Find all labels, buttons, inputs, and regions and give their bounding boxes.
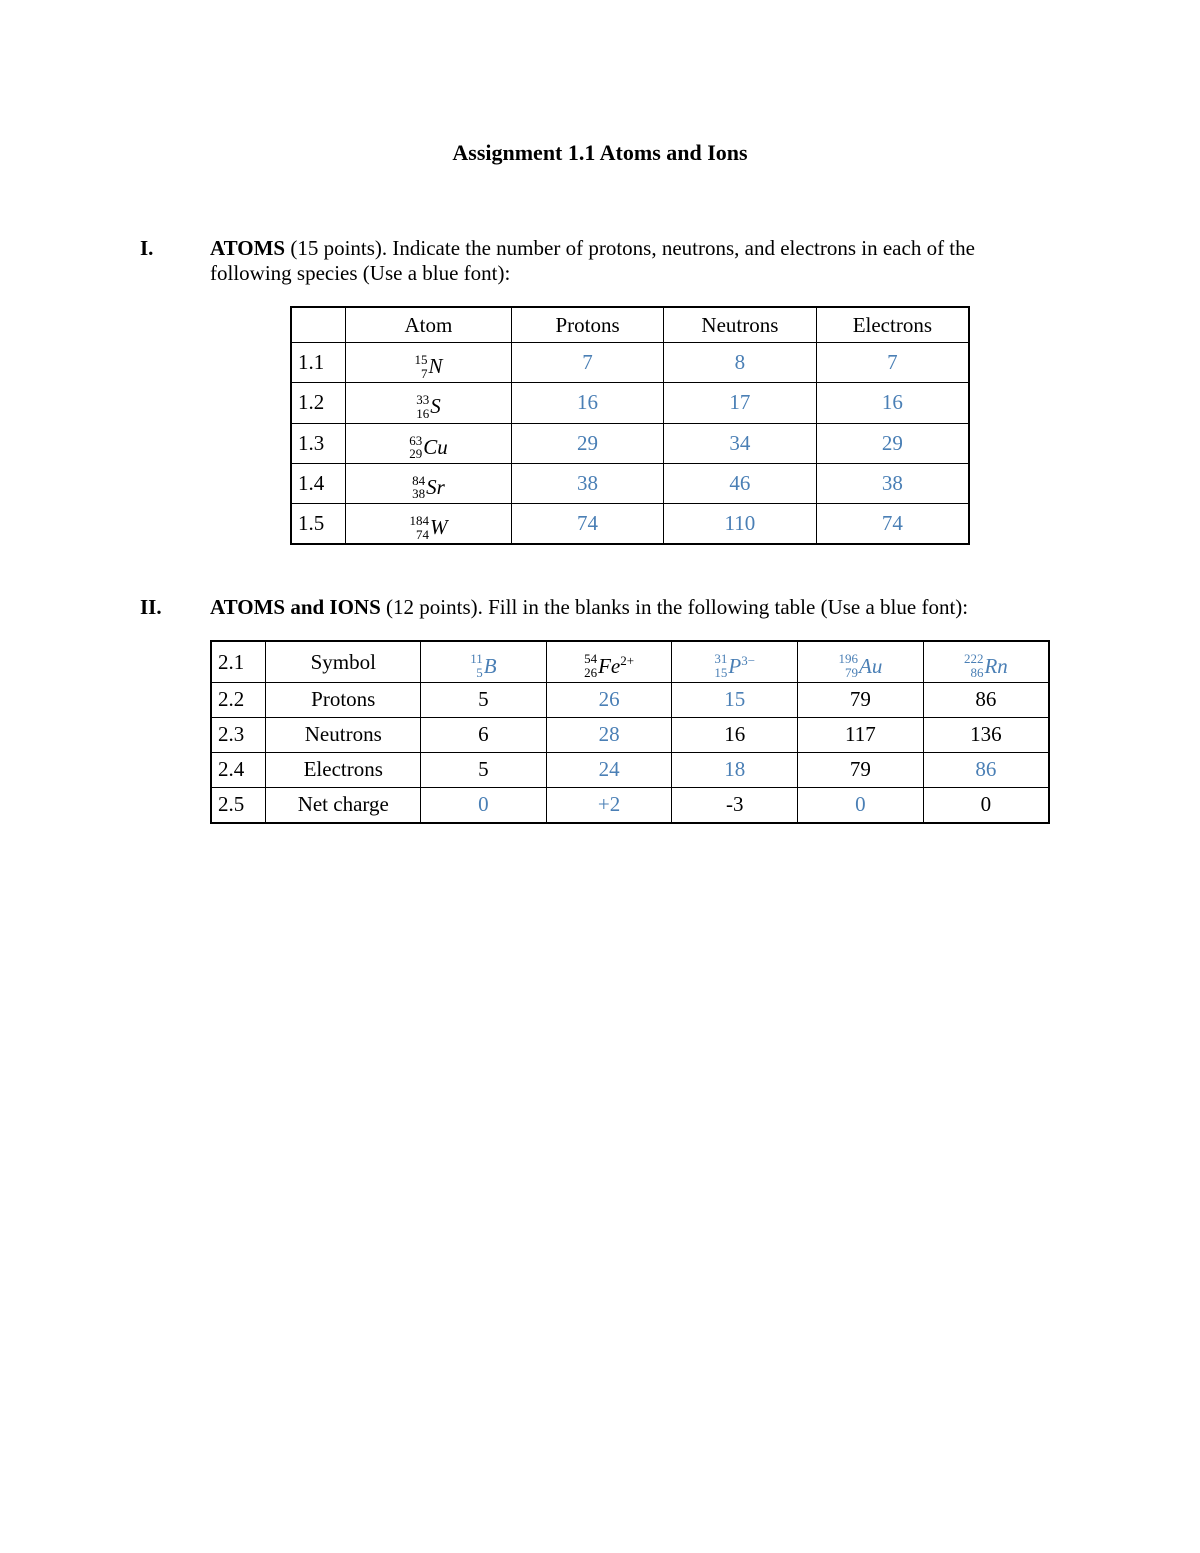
cell-value: 0: [923, 787, 1049, 823]
cell-value: -3: [672, 787, 798, 823]
cell-value: 136: [923, 717, 1049, 752]
cell-value: 24: [546, 752, 672, 787]
table-1: Atom Protons Neutrons Electrons 1.1 157 …: [290, 306, 970, 545]
isotope-symbol: 3316 S: [416, 393, 441, 420]
cell-value: 5: [421, 682, 547, 717]
row-label: Symbol: [266, 641, 421, 682]
table-row: 1.3 6329 Cu 29 34 29: [291, 423, 969, 463]
section-1-rest: (15 points). Indicate the number of prot…: [210, 236, 975, 285]
row-idx: 1.2: [291, 383, 345, 423]
cell-value: 86: [923, 682, 1049, 717]
cell-value: 117: [798, 717, 924, 752]
section-2-rest: (12 points). Fill in the blanks in the f…: [381, 595, 968, 619]
section-1-num: I.: [140, 236, 210, 286]
section-2-num: II.: [140, 595, 210, 620]
cell-neutrons: 110: [664, 504, 817, 545]
col-protons: Protons: [511, 307, 663, 343]
cell-value: 0: [421, 787, 547, 823]
cell-protons: 7: [511, 343, 663, 383]
row-idx: 2.4: [211, 752, 266, 787]
cell-electrons: 74: [816, 504, 969, 545]
cell-value: 79: [798, 752, 924, 787]
cell-value: +2: [546, 787, 672, 823]
table-2: 2.1 Symbol 115 B 5426 Fe 2+ 3115 P 3− 19…: [210, 640, 1050, 823]
table-row: 1.1 157 N 7 8 7: [291, 343, 969, 383]
table-row: Atom Protons Neutrons Electrons: [291, 307, 969, 343]
cell-value: 6: [421, 717, 547, 752]
col-electrons: Electrons: [816, 307, 969, 343]
isotope-symbol: 22286 Rn: [964, 652, 1008, 679]
cell-protons: 29: [511, 423, 663, 463]
cell-protons: 16: [511, 383, 663, 423]
isotope-symbol: 3115 P 3−: [714, 652, 755, 679]
row-label: Neutrons: [266, 717, 421, 752]
col-neutrons: Neutrons: [664, 307, 817, 343]
table-row: 1.2 3316 S 16 17 16: [291, 383, 969, 423]
cell-neutrons: 17: [664, 383, 817, 423]
row-label: Electrons: [266, 752, 421, 787]
cell-value: 79: [798, 682, 924, 717]
row-idx: 1.3: [291, 423, 345, 463]
cell-value: 0: [798, 787, 924, 823]
row-idx: 2.1: [211, 641, 266, 682]
section-2-body: ATOMS and IONS (12 points). Fill in the …: [210, 595, 1060, 620]
page: Assignment 1.1 Atoms and Ions I. ATOMS (…: [0, 0, 1200, 1553]
table-2-wrap: 2.1 Symbol 115 B 5426 Fe 2+ 3115 P 3− 19…: [210, 640, 1060, 823]
cell-neutrons: 46: [664, 463, 817, 503]
table-row: 1.4 8438 Sr 38 46 38: [291, 463, 969, 503]
cell-neutrons: 34: [664, 423, 817, 463]
cell-value: 86: [923, 752, 1049, 787]
section-2-lead: ATOMS and IONS: [210, 595, 381, 619]
cell-value: 18: [672, 752, 798, 787]
isotope-symbol: 18474 W: [409, 514, 447, 541]
section-1-lead: ATOMS: [210, 236, 285, 260]
row-idx: 2.2: [211, 682, 266, 717]
row-idx: 1.5: [291, 504, 345, 545]
row-label: Net charge: [266, 787, 421, 823]
cell-value: 26: [546, 682, 672, 717]
section-2: II. ATOMS and IONS (12 points). Fill in …: [140, 595, 1060, 620]
row-idx: 1.4: [291, 463, 345, 503]
isotope-symbol: 115 B: [470, 652, 496, 679]
cell-value: 5: [421, 752, 547, 787]
table-row: 2.2 Protons526157986: [211, 682, 1049, 717]
isotope-symbol: 6329 Cu: [409, 434, 448, 461]
row-label: Protons: [266, 682, 421, 717]
section-1-body: ATOMS (15 points). Indicate the number o…: [210, 236, 1060, 286]
table-row: 1.5 18474 W 74 110 74: [291, 504, 969, 545]
row-idx: 2.3: [211, 717, 266, 752]
section-1: I. ATOMS (15 points). Indicate the numbe…: [140, 236, 1060, 286]
row-idx: 2.5: [211, 787, 266, 823]
page-title: Assignment 1.1 Atoms and Ions: [140, 140, 1060, 166]
col-atom: Atom: [345, 307, 511, 343]
table-row: 2.3 Neutrons62816117136: [211, 717, 1049, 752]
cell-protons: 38: [511, 463, 663, 503]
cell-electrons: 16: [816, 383, 969, 423]
table-1-wrap: Atom Protons Neutrons Electrons 1.1 157 …: [290, 306, 1060, 545]
cell-electrons: 38: [816, 463, 969, 503]
table-row: 2.5 Net charge0+2-300: [211, 787, 1049, 823]
cell-electrons: 29: [816, 423, 969, 463]
cell-protons: 74: [511, 504, 663, 545]
table-row: 2.1 Symbol 115 B 5426 Fe 2+ 3115 P 3− 19…: [211, 641, 1049, 682]
isotope-symbol: 157 N: [414, 353, 442, 380]
isotope-symbol: 8438 Sr: [412, 474, 445, 501]
row-idx: 1.1: [291, 343, 345, 383]
cell-value: 15: [672, 682, 798, 717]
isotope-symbol: 5426 Fe 2+: [584, 652, 634, 679]
cell-electrons: 7: [816, 343, 969, 383]
isotope-symbol: 19679 Au: [839, 652, 883, 679]
cell-neutrons: 8: [664, 343, 817, 383]
table-row: 2.4 Electrons524187986: [211, 752, 1049, 787]
cell-value: 28: [546, 717, 672, 752]
cell-value: 16: [672, 717, 798, 752]
